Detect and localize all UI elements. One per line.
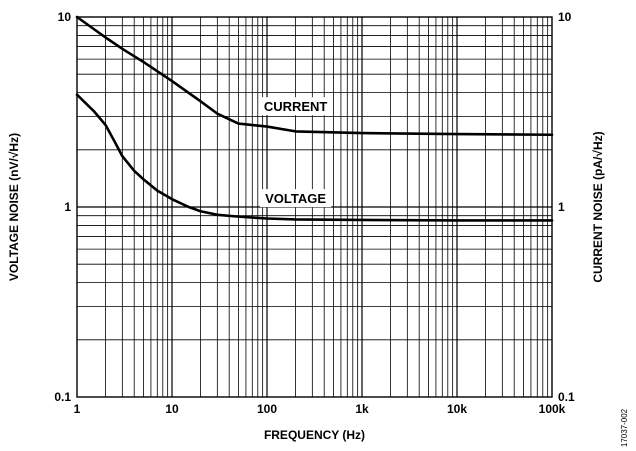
- series-label-current: CURRENT: [264, 99, 328, 114]
- x-axis-title: FREQUENCY (Hz): [264, 428, 365, 442]
- plot-frame: [76, 16, 553, 398]
- y-tick-label-left: 1: [64, 200, 71, 214]
- x-tick-label: 100: [257, 402, 277, 416]
- y-axis-title-right: CURRENT NOISE (pA/√Hz): [591, 131, 605, 282]
- series-label-bg: [260, 189, 332, 208]
- series-layer: [75, 15, 554, 222]
- x-tick-label: 1: [74, 402, 81, 416]
- y-tick-label-right: 0.1: [558, 390, 575, 404]
- x-tick-label: 1k: [355, 402, 369, 416]
- series-line-voltage: [75, 93, 554, 222]
- series-label-voltage: VOLTAGE: [265, 191, 326, 206]
- grid: [77, 17, 552, 397]
- y-axis-title-left: VOLTAGE NOISE (nV/√Hz): [7, 133, 21, 281]
- label-layer: CURRENT VOLTAGE: [260, 97, 332, 208]
- x-tick-label: 100k: [539, 402, 566, 416]
- y-tick-label-right: 1: [558, 200, 565, 214]
- x-tick-label: 10k: [447, 402, 467, 416]
- x-tick-label: 10: [165, 402, 179, 416]
- y-tick-label-left: 10: [58, 10, 72, 24]
- series-line-current: [75, 15, 554, 137]
- y-tick-label-left: 0.1: [54, 390, 71, 404]
- figure-id: 17037-002: [620, 408, 629, 447]
- series-label-bg: [260, 97, 332, 116]
- y-tick-label-right: 10: [558, 10, 572, 24]
